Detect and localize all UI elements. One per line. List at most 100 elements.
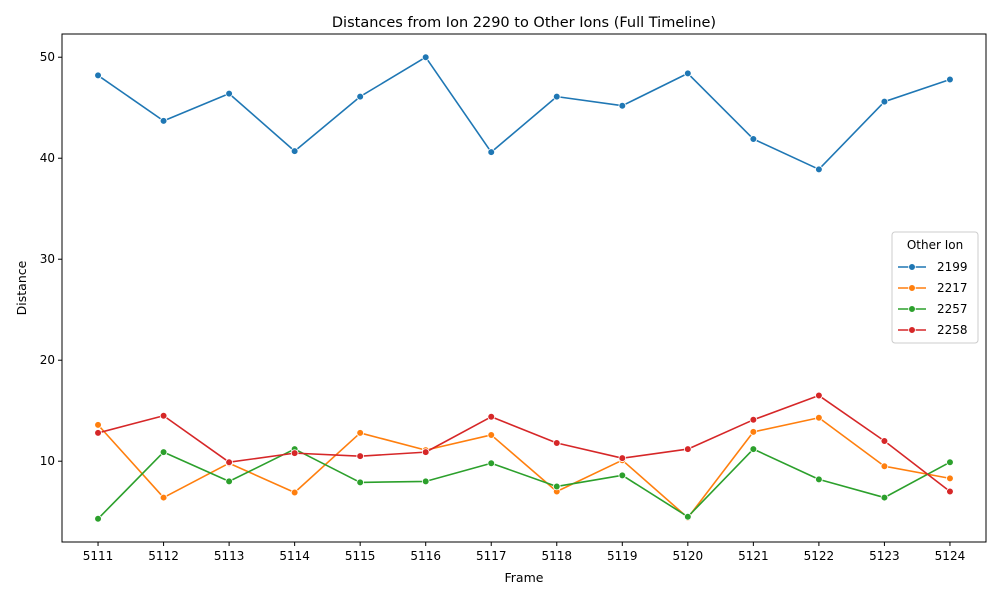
data-point [880, 437, 889, 445]
x-tick-label: 5115 [345, 549, 376, 563]
data-point [159, 493, 168, 502]
data-point [684, 512, 692, 521]
data-point [356, 478, 364, 487]
legend-marker [908, 263, 916, 271]
legend-title: Other Ion [907, 238, 963, 252]
data-point [618, 101, 627, 110]
x-axis-label: Frame [505, 570, 544, 585]
series-line [97, 394, 951, 493]
data-point [946, 474, 954, 483]
data-point [946, 75, 954, 84]
data-point [749, 135, 758, 143]
data-point [290, 449, 299, 457]
y-tick-label: 20 [40, 353, 55, 367]
data-point [487, 431, 496, 439]
data-point [159, 448, 168, 456]
data-point [159, 117, 168, 125]
data-point [94, 421, 102, 429]
data-point [487, 148, 496, 156]
series-line [97, 416, 951, 519]
x-tick-label: 5124 [935, 549, 966, 563]
data-point [618, 471, 627, 480]
x-tick-label: 5112 [148, 549, 179, 563]
data-point [225, 458, 233, 467]
data-point [421, 477, 430, 486]
x-tick-label: 5117 [476, 549, 507, 563]
legend-label: 2199 [937, 260, 968, 274]
data-point [421, 53, 430, 62]
x-tick-label: 5122 [804, 549, 835, 563]
data-point [749, 428, 758, 436]
x-tick-label: 5123 [869, 549, 900, 563]
x-tick-label: 5119 [607, 549, 638, 563]
y-axis: 10 20 30 40 50 [40, 50, 62, 468]
series-line [97, 56, 951, 171]
data-point [684, 445, 692, 453]
data-point [880, 493, 889, 502]
data-point [487, 412, 496, 421]
legend-marker [908, 305, 916, 313]
data-point [356, 92, 364, 101]
data-point [159, 411, 168, 420]
legend-entry: 2258 [898, 323, 968, 337]
plot-area [62, 34, 986, 542]
legend-label: 2258 [937, 323, 968, 337]
legend-label: 2217 [937, 281, 968, 295]
data-point [225, 89, 233, 98]
x-tick-label: 5118 [541, 549, 572, 563]
x-tick-label: 5113 [214, 549, 245, 563]
plot-frame [61, 33, 987, 543]
data-point [749, 415, 758, 424]
y-tick-label: 50 [40, 50, 55, 64]
legend-marker [908, 284, 916, 292]
data-point [946, 487, 954, 496]
x-tick-label: 5116 [410, 549, 441, 563]
data-point [356, 429, 364, 437]
data-point [815, 391, 823, 400]
legend-entry: 2257 [898, 302, 968, 316]
x-tick-label: 5120 [673, 549, 704, 563]
data-point [94, 429, 102, 437]
data-point [815, 475, 823, 484]
y-tick-label: 30 [40, 252, 55, 266]
data-point [552, 482, 561, 491]
data-point [421, 448, 430, 456]
legend: Other Ion 2199 2217 2257 2258 [891, 231, 979, 344]
data-point [880, 462, 889, 471]
chart-title: Distances from Ion 2290 to Other Ions (F… [332, 15, 716, 31]
data-point [749, 445, 758, 453]
data-point [356, 452, 364, 460]
data-point [94, 71, 102, 80]
data-point [552, 92, 561, 101]
data-point [815, 165, 823, 174]
y-axis-label: Distance [14, 260, 29, 315]
series-2199 [94, 53, 954, 174]
data-point [815, 413, 823, 422]
y-tick-label: 10 [40, 454, 55, 468]
data-point [487, 459, 496, 468]
series-line [97, 448, 951, 520]
legend-entry: 2199 [898, 260, 968, 274]
legend-marker [908, 326, 916, 334]
data-point [618, 454, 627, 462]
data-point [684, 69, 692, 78]
data-point [290, 147, 299, 155]
legend-label: 2257 [937, 302, 968, 316]
data-point [290, 488, 299, 497]
x-tick-label: 5111 [83, 549, 114, 563]
data-point [880, 97, 889, 106]
series-2258 [94, 391, 954, 496]
data-point [946, 458, 954, 467]
y-tick-label: 40 [40, 151, 55, 165]
data-point [94, 514, 102, 523]
data-point [225, 477, 233, 486]
legend-box [891, 231, 979, 344]
x-axis: 5111 5112 5113 5114 5115 5116 5117 5118 5119 5120… [83, 542, 965, 563]
legend-entry: 2217 [898, 281, 968, 295]
data-point [552, 439, 561, 447]
series-layer [94, 53, 954, 523]
x-tick-label: 5121 [738, 549, 769, 563]
x-tick-label: 5114 [279, 549, 310, 563]
series-2257 [94, 445, 954, 523]
